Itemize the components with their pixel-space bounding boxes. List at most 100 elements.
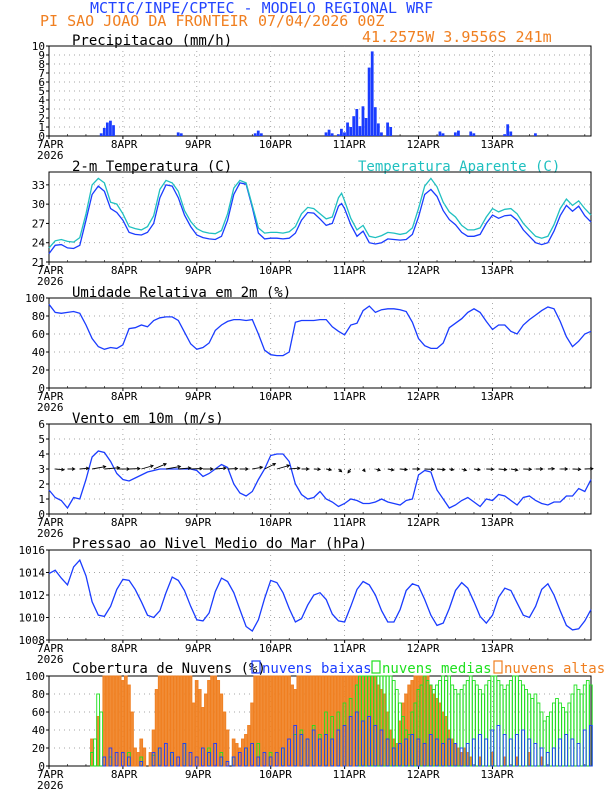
wind-vector bbox=[387, 468, 394, 471]
precip-title: Precipitacao (mm/h) bbox=[72, 33, 232, 49]
cloud-bar-baixas bbox=[170, 752, 174, 767]
cloud-bar-altas bbox=[314, 675, 319, 767]
precip-ytick-label: 6 bbox=[38, 76, 45, 89]
cloud-bar-baixas bbox=[398, 743, 402, 767]
precip-ytick-label: 9 bbox=[38, 49, 45, 62]
cloud-bar-altas bbox=[133, 747, 137, 767]
cloud-bar-baixas bbox=[274, 752, 279, 767]
wind-xtick-label: 11APR bbox=[333, 516, 366, 529]
wind-vector bbox=[79, 467, 89, 470]
precip-bar bbox=[438, 131, 442, 136]
cloud-bar-baixas bbox=[330, 738, 335, 767]
precip-ytick-label: 2 bbox=[38, 112, 45, 125]
cloud-bar-baixas bbox=[508, 738, 513, 767]
pressure-panel: Pressao ao Nivel Medio do Mar (hPa) 7APR… bbox=[19, 536, 592, 666]
rh-rh-line bbox=[48, 303, 592, 357]
cloud-bar-altas bbox=[160, 675, 165, 767]
wind-title: Vento em 10m (m/s) bbox=[72, 411, 224, 427]
clouds-xtick-label: 7APR bbox=[37, 768, 64, 781]
wind-speed-line bbox=[48, 450, 592, 510]
precip-xtick-label: 8APR bbox=[111, 138, 138, 151]
cloud-bar-baixas bbox=[570, 738, 575, 767]
cloud-bar-baixas bbox=[139, 761, 144, 767]
precip-xtick-year: 2026 bbox=[37, 149, 64, 162]
temp-series-label: Temperatura Aparente (C) bbox=[358, 159, 560, 175]
cloud-bar-baixas bbox=[250, 743, 254, 767]
precip-bar bbox=[453, 132, 457, 136]
precip-bar bbox=[361, 106, 365, 136]
pres-xtick-label: 8APR bbox=[111, 642, 138, 655]
cloud-bar-medias bbox=[475, 684, 479, 767]
rh-xtick-label: 13APR bbox=[480, 390, 513, 403]
cloud-bar-baixas bbox=[515, 734, 519, 767]
cloud-bar-medias bbox=[499, 684, 504, 767]
wind-vector bbox=[55, 468, 65, 471]
pres-xtick-label: 9APR bbox=[185, 642, 212, 655]
wind-ytick-label: 1 bbox=[38, 493, 45, 506]
legend-altas: nuvens altas bbox=[504, 661, 605, 677]
rh-xtick-label: 9APR bbox=[185, 390, 212, 403]
cloud-bar-altas bbox=[105, 675, 110, 767]
rh-ytick-label: 0 bbox=[38, 382, 45, 395]
cloud-bar-baixas bbox=[478, 734, 482, 767]
clouds-xtick-label: 8APR bbox=[111, 768, 138, 781]
cloud-bar-medias bbox=[481, 693, 485, 767]
pres-xtick-label: 10APR bbox=[259, 642, 292, 655]
wind-vector-head bbox=[210, 467, 214, 471]
temp-ytick-label: 24 bbox=[32, 237, 46, 250]
wind-vector-head bbox=[71, 467, 76, 471]
temp-ytick-label: 33 bbox=[32, 179, 45, 192]
cloud-bar-altas bbox=[321, 675, 325, 767]
pres-ytick-label: 1014 bbox=[19, 567, 46, 580]
cloud-bar-baixas bbox=[299, 734, 304, 767]
cloud-bar-baixas bbox=[287, 738, 291, 767]
precip-ytick-label: 5 bbox=[38, 85, 45, 98]
cloud-bar-medias bbox=[505, 684, 510, 767]
cloud-bar-altas bbox=[130, 711, 134, 767]
cloud-bar-altas bbox=[302, 675, 307, 767]
precip-xtick-label: 7APR bbox=[37, 138, 64, 151]
pres-xtick-label: 13APR bbox=[480, 642, 513, 655]
cloud-bar-medias bbox=[542, 720, 547, 767]
wind-xtick-year: 2026 bbox=[37, 527, 64, 540]
pres-title: Pressao ao Nivel Medio do Mar (hPa) bbox=[72, 536, 367, 552]
temp-ytick-label: 30 bbox=[32, 198, 45, 211]
cloud-bar-baixas bbox=[410, 734, 415, 767]
cloud-bar-baixas bbox=[552, 747, 556, 767]
cloud-bar-baixas bbox=[502, 734, 507, 767]
wind-xtick-label: 7APR bbox=[37, 516, 64, 529]
cloud-bar-baixas bbox=[213, 743, 217, 767]
cloud-bar-altas bbox=[154, 689, 159, 767]
wind-vector-head bbox=[305, 467, 310, 471]
cloud-bar-medias bbox=[487, 680, 492, 767]
clouds-ytick-label: 60 bbox=[32, 706, 45, 719]
wind-vector bbox=[264, 463, 276, 470]
precip-bar bbox=[343, 132, 346, 136]
cloud-bar-medias bbox=[555, 698, 559, 767]
cloud-bar-altas bbox=[339, 675, 344, 767]
rh-ytick-label: 40 bbox=[32, 346, 45, 359]
wind-vector-head bbox=[528, 467, 533, 472]
clouds-xtick-label: 9APR bbox=[185, 768, 212, 781]
temp-t2m-line bbox=[48, 182, 592, 254]
rh-ytick-label: 100 bbox=[25, 292, 45, 305]
cloud-bar-baixas bbox=[305, 738, 310, 767]
cloud-bar-baixas bbox=[151, 752, 156, 767]
clouds-ytick-label: 0 bbox=[38, 760, 45, 773]
wind-vector-head bbox=[539, 467, 544, 471]
cloud-bar-altas bbox=[136, 752, 140, 767]
cloud-bar-baixas bbox=[361, 720, 365, 767]
wind-vector bbox=[252, 466, 263, 470]
pres-ytick-label: 1008 bbox=[19, 634, 46, 647]
wind-ytick-label: 3 bbox=[38, 463, 45, 476]
precip-bar bbox=[330, 133, 334, 136]
wind-vector bbox=[510, 468, 518, 471]
clouds-title: Cobertura de Nuvens (%) bbox=[72, 661, 266, 677]
cloud-bar-medias bbox=[468, 675, 473, 767]
cloud-bar-altas bbox=[197, 689, 202, 767]
cloud-bar-altas bbox=[216, 680, 221, 767]
cloud-bar-medias bbox=[530, 698, 535, 767]
wind-vector-head bbox=[296, 466, 301, 471]
